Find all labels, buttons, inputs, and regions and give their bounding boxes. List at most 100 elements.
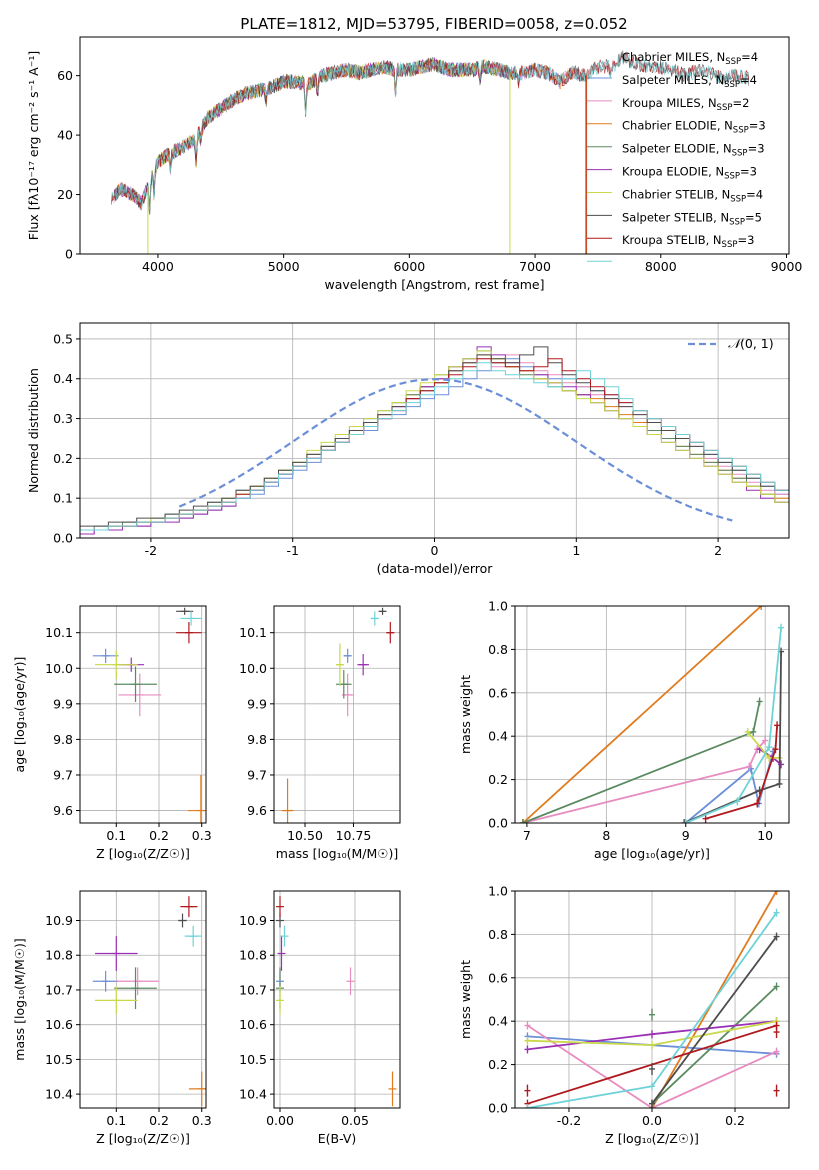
x-tick-label: 2 [714, 543, 722, 558]
x-tick-label: 0.00 [266, 1113, 294, 1128]
error-mark-salpeter-stelib [524, 1084, 531, 1097]
plot-area [111, 50, 750, 254]
y-tick-label: 0 [65, 247, 73, 262]
spectrum-line-kroupa-stelib-n-ssp-3 [111, 54, 750, 211]
y-tick-label: 60 [57, 68, 73, 83]
chart-mass_weight_vs_Z: -0.2 0.0 0.2 0.0 0.2 0.4 0.6 0.8 1.0 Z [log₁₀(Z/Z… [458, 884, 790, 1146]
y-tick-label: 0.2 [53, 451, 73, 466]
y-tick-label: 0.0 [53, 531, 73, 546]
error-mark-salpeter-stelib [773, 1084, 780, 1097]
legend-label-normal: 𝒩(0, 1) [728, 336, 774, 351]
y-tick-label: 9.6 [53, 803, 73, 818]
y-tick-label: 10.9 [239, 913, 267, 928]
y-axis-label: mass weight [458, 675, 473, 754]
x-axis-label: Z [log₁₀(Z/Z☉)] [96, 846, 190, 861]
x-axis-label: age [log₁₀(age/yr)] [594, 846, 710, 861]
chart-spectrum: 4000 5000 6000 7000 8000 9000 0 20 40 60 wavelengt… [26, 36, 803, 292]
plot-area [276, 896, 397, 1107]
series-salpeter-stelib [702, 721, 781, 823]
point-kroupa-elodie [335, 643, 344, 687]
y-tick-label: 10.1 [239, 625, 267, 640]
error-mark-chabrier-elodie [649, 1008, 655, 1021]
y-tick-label: 10.5 [239, 1052, 267, 1067]
axes-frame [273, 890, 401, 1109]
y-tick-label: 9.8 [53, 732, 73, 747]
y-tick-label: 0.6 [488, 685, 508, 700]
x-tick-label: 6000 [393, 259, 425, 274]
y-tick-label: 40 [57, 128, 73, 143]
chart-layer: 4000 5000 6000 7000 8000 90000204060wavelengt… [12, 36, 803, 1146]
x-tick-label: 1 [572, 543, 580, 558]
x-tick-label: 10.50 [287, 828, 323, 843]
y-axis-label: mass [log₁₀(M/M☉)] [12, 938, 27, 1060]
x-tick-label: -2 [145, 543, 157, 558]
plot-area [80, 346, 789, 535]
point-kroupa-miles [388, 1071, 397, 1107]
y-tick-label: 10.7 [239, 982, 267, 997]
axes-frame [79, 890, 207, 1109]
x-tick-label: 10 [757, 828, 773, 843]
point-kroupa-stelib [184, 925, 202, 947]
y-tick-label: 10.6 [239, 1017, 267, 1032]
y-tick-label: 0.1 [53, 491, 73, 506]
y-tick-label: 10.1 [45, 625, 73, 640]
point-kroupa-elodie [276, 986, 284, 1015]
axes-frame [514, 605, 790, 824]
point-chabrier-elodie [336, 670, 352, 699]
point-kroupa-stelib [370, 611, 379, 626]
figure-title: PLATE=1812, MJD=53795, FIBERID=0058, z=0… [240, 15, 627, 33]
error-mark-chabrier-stelib [649, 1062, 655, 1075]
point-salpeter-stelib [176, 622, 202, 644]
legend-label-chabrier-elodie-n-ssp-3: Chabrier ELODIE, NSSP=3 [622, 119, 766, 136]
x-tick-label: 10.75 [336, 828, 372, 843]
legend-label-kroupa-elodie-n-ssp-3: Kroupa ELODIE, NSSP=3 [622, 165, 757, 182]
y-axis-label: mass weight [458, 960, 473, 1039]
x-axis-label: Z [log₁₀(Z/Z☉)] [96, 1131, 190, 1146]
y-axis-label: Normed distribution [26, 368, 41, 493]
y-tick-label: 10.7 [45, 982, 73, 997]
legend-label-kroupa-stelib-n-ssp-3: Kroupa STELIB, NSSP=3 [622, 233, 754, 250]
y-tick-label: 9.9 [53, 696, 73, 711]
chart-age_vs_mass: 10.50 10.75 9.6 9.7 9.8 9.9 10.0 10.1 mass [log₁… [239, 605, 401, 861]
axes-frame [273, 605, 401, 824]
point-salpeter-miles [118, 673, 162, 717]
y-tick-label: 10.8 [45, 948, 73, 963]
point-kroupa-stelib [280, 925, 289, 947]
legend-label-chabrier-miles-n-ssp-4: Chabrier MILES, NSSP=4 [622, 50, 758, 67]
point-kroupa-miles [188, 1071, 206, 1107]
y-tick-label: 10.4 [239, 1087, 267, 1102]
plot-area [92, 607, 206, 823]
y-tick-label: 1.0 [488, 599, 508, 614]
y-axis-label: Flux [fλ10⁻¹⁷ erg cm⁻² s⁻¹ A⁻¹] [26, 51, 41, 240]
error-mark-salpeter-stelib [773, 1026, 780, 1039]
y-tick-label: 0.8 [488, 642, 508, 657]
chart-age_vs_Z: 0.1 0.2 0.3 9.6 9.7 9.8 9.9 10.0 10.1 Z [log₁₀(Z/… [12, 605, 212, 861]
y-tick-label: 0.8 [488, 927, 508, 942]
legend-label-kroupa-miles-n-ssp-2: Kroupa MILES, NSSP=2 [622, 96, 749, 113]
chart-mass_weight_vs_age: 7 8 9 10 0.0 0.2 0.4 0.6 0.8 1.0 age [log₁₀(age/yr… [458, 599, 790, 861]
point-kroupa-stelib [180, 611, 202, 626]
y-tick-label: 9.8 [247, 732, 267, 747]
x-tick-label: 9000 [771, 259, 803, 274]
x-tick-label: 0.1 [106, 1113, 126, 1128]
x-tick-label: 8 [602, 828, 610, 843]
y-axis-label: age [log₁₀(age/yr)] [12, 657, 27, 773]
y-tick-label: 9.7 [53, 767, 73, 782]
y-tick-label: 0.4 [488, 1014, 508, 1029]
point-kroupa-elodie [94, 986, 138, 1015]
x-tick-label: 8000 [645, 259, 677, 274]
point-chabrier-elodie [114, 967, 157, 1010]
point-chabrier-miles [92, 648, 119, 663]
series-kroupa-stelib [524, 908, 780, 1108]
y-tick-label: 1.0 [488, 884, 508, 899]
y-tick-label: 0.2 [488, 1057, 508, 1072]
x-axis-label: E(B-V) [318, 1131, 357, 1146]
x-tick-label: 0.3 [192, 828, 212, 843]
series-chabrier-elodie [519, 697, 763, 823]
y-tick-label: 10.9 [45, 913, 73, 928]
x-tick-label: 0.05 [341, 1113, 369, 1128]
x-tick-label: 5000 [268, 259, 300, 274]
point-salpeter-stelib [180, 896, 198, 918]
normal-reference-curve [178, 378, 733, 522]
